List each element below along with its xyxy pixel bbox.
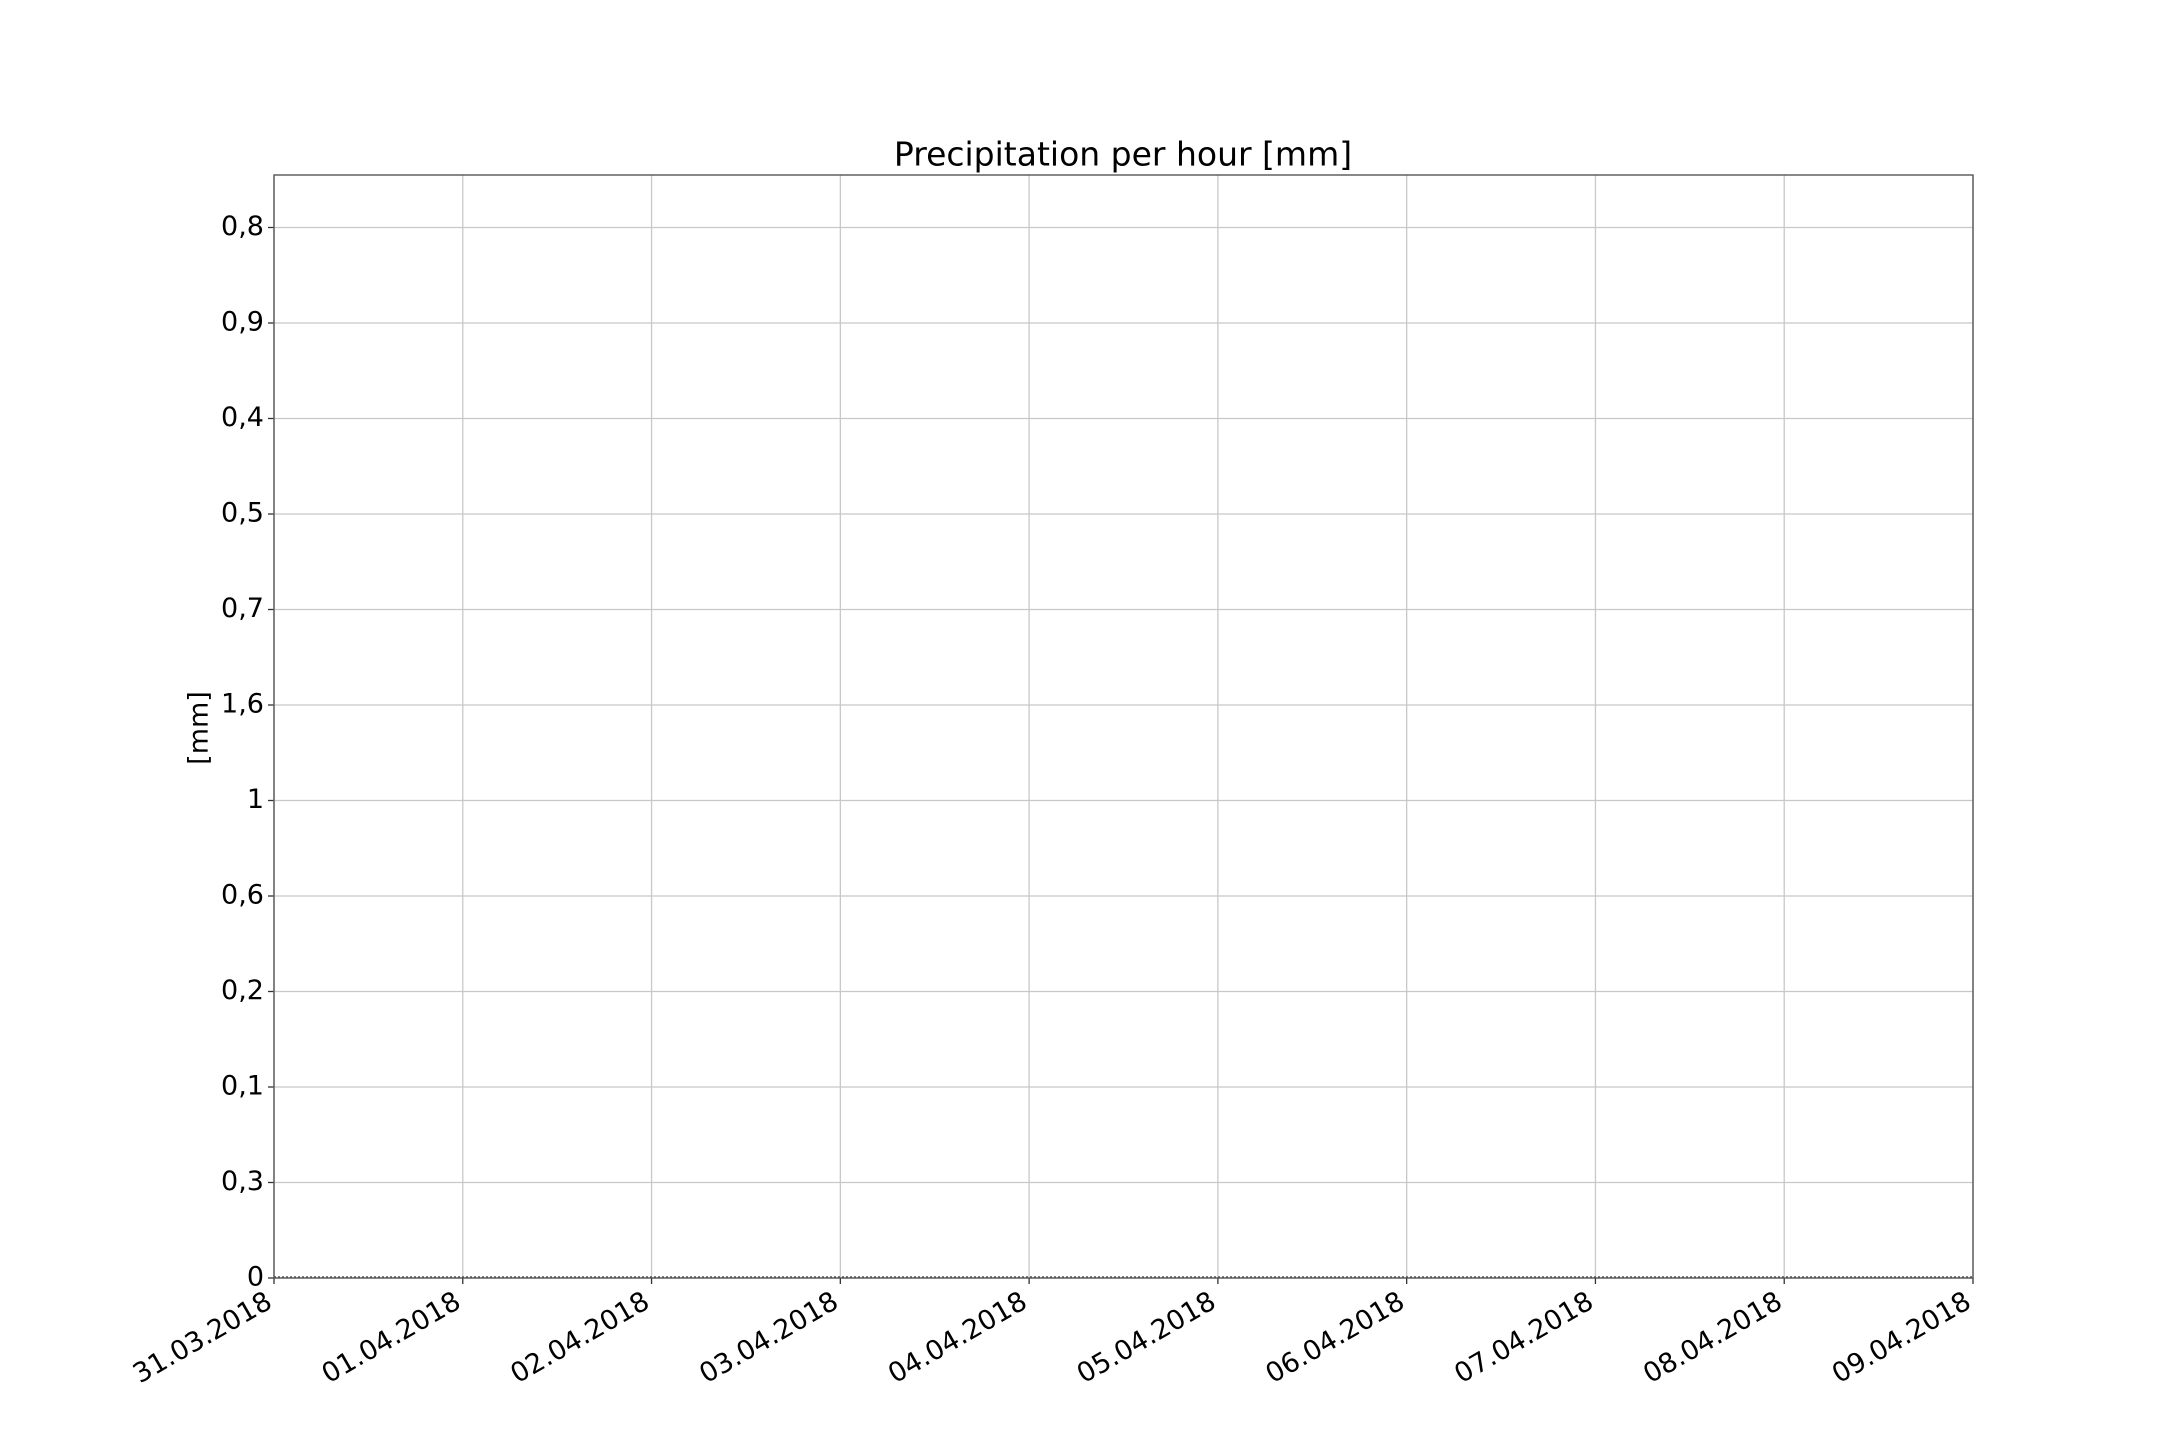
chart-title: Precipitation per hour [mm] [894,135,1352,174]
y-tick-label: 0,3 [221,1166,264,1197]
y-tick-label: 0,2 [221,975,264,1006]
y-tick-label: 1 [247,784,264,815]
plot-frame [273,174,1974,1279]
y-tick-label: 0,8 [221,211,264,242]
y-tick-label: 0,5 [221,498,264,529]
y-tick-label: 0,9 [221,307,264,338]
y-tick-label: 1,6 [221,689,264,720]
y-tick-label: 0,4 [221,402,264,433]
y-tick-label: 0 [247,1262,264,1293]
y-axis-label: [mm] [184,691,215,765]
y-tick-label: 0,6 [221,880,264,911]
y-tick-label: 0,1 [221,1071,264,1102]
y-tick-label: 0,7 [221,593,264,624]
